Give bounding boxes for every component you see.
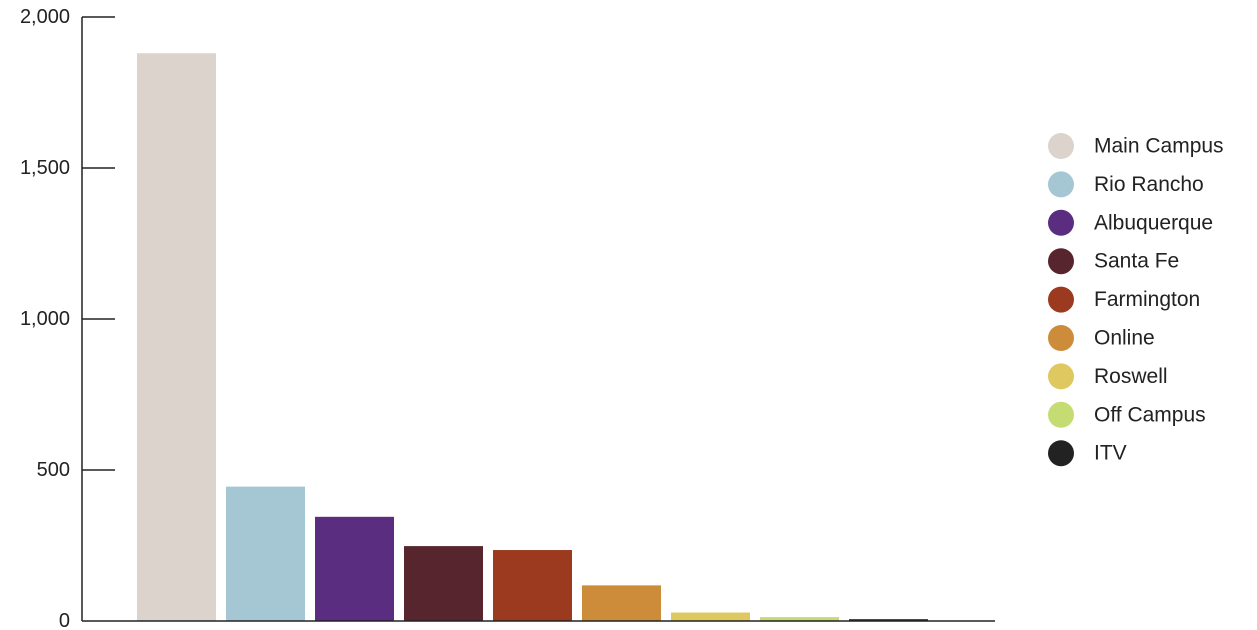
legend-swatch (1048, 401, 1074, 428)
legend-label: Main Campus (1094, 135, 1224, 158)
bar-main-campus (137, 53, 216, 622)
legend-label: ITV (1094, 442, 1127, 465)
legend-swatch (1048, 248, 1074, 275)
bar-albuquerque (315, 516, 394, 621)
y-tick-label: 2,000 (20, 6, 70, 28)
legend-label: Rio Rancho (1094, 173, 1204, 196)
legend-label: Farmington (1094, 288, 1200, 311)
y-axis: 0 500 1,000 1,500 2,000 (20, 6, 115, 630)
bar-roswell (671, 612, 750, 621)
legend-swatch (1048, 171, 1074, 198)
legend-swatch (1048, 133, 1074, 159)
legend-swatch (1048, 440, 1074, 467)
legend-label: Online (1094, 327, 1155, 350)
legend-label: Off Campus (1094, 403, 1206, 426)
y-tick-label: 500 (37, 459, 70, 481)
legend-label: Albuquerque (1094, 211, 1213, 234)
legend-label: Santa Fe (1094, 250, 1179, 273)
legend-swatch (1048, 209, 1074, 236)
legend: Main Campus Rio Rancho Albuquerque Santa Fe… (1048, 133, 1224, 467)
legend-swatch (1048, 286, 1074, 313)
legend-label: Roswell (1094, 365, 1168, 388)
bar-santa-fe (404, 546, 483, 621)
y-tick-label: 1,000 (20, 308, 70, 330)
y-tick-label: 1,500 (20, 157, 70, 179)
legend-swatch (1048, 363, 1074, 390)
bar-online (582, 585, 661, 621)
legend-swatch (1048, 325, 1074, 351)
bar-itv (849, 619, 928, 621)
bar-farmington (493, 550, 572, 621)
bar-off-campus (760, 617, 839, 621)
y-tick-label: 0 (59, 610, 70, 630)
bars (137, 53, 928, 622)
bar-rio-rancho (226, 486, 305, 621)
